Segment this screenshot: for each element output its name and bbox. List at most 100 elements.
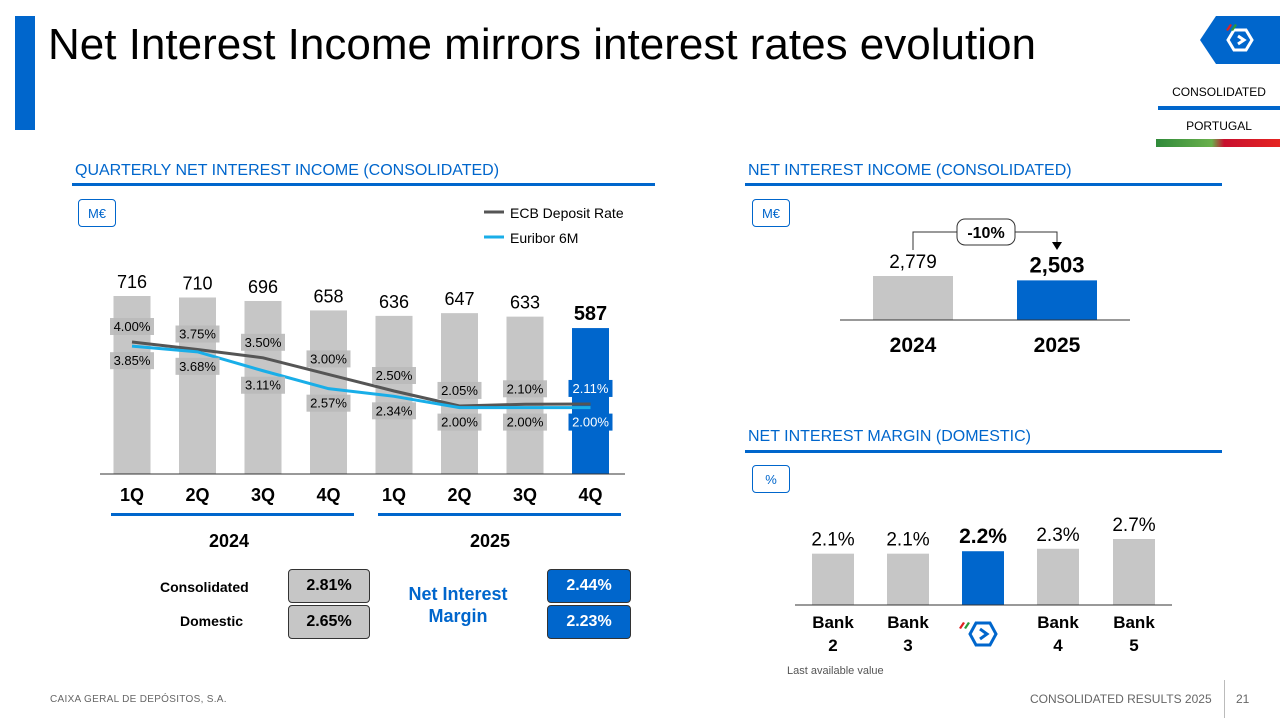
quarterly-value-label: 658 bbox=[313, 286, 343, 306]
quarterly-category-label: 4Q bbox=[316, 485, 340, 505]
svg-text:2.05%: 2.05% bbox=[441, 383, 478, 398]
unit-badge-margin: % bbox=[752, 465, 790, 493]
footer-company: CAIXA GERAL DE DEPÓSITOS, S.A. bbox=[50, 694, 227, 705]
accent-bar bbox=[15, 16, 35, 130]
svg-text:2.11%: 2.11% bbox=[573, 381, 609, 396]
svg-text:2.00%: 2.00% bbox=[441, 415, 478, 430]
svg-text:3.68%: 3.68% bbox=[179, 359, 216, 374]
ecb-rate-label: 3.00% bbox=[306, 350, 351, 368]
margin-bar bbox=[1037, 548, 1079, 605]
annual-bar bbox=[1017, 280, 1097, 320]
quarterly-value-label: 636 bbox=[379, 292, 409, 312]
svg-text:3.85%: 3.85% bbox=[114, 353, 151, 368]
quarterly-value-label: 633 bbox=[510, 293, 540, 313]
annual-category-label: 2024 bbox=[890, 334, 937, 357]
tag-consolidated[interactable]: CONSOLIDATED bbox=[1172, 85, 1266, 99]
ecb-rate-label: 2.11% bbox=[568, 379, 613, 397]
nim-consolidated-2024: 2.81% bbox=[288, 569, 370, 603]
svg-text:4.00%: 4.00% bbox=[114, 319, 151, 334]
quarterly-category-label: 4Q bbox=[578, 485, 602, 505]
annual-value-label: 2,503 bbox=[1029, 252, 1084, 277]
euribor-line bbox=[131, 344, 591, 410]
section-rule-margin bbox=[745, 450, 1222, 453]
euribor-label: 3.85% bbox=[110, 352, 154, 370]
tag-consolidated-underline bbox=[1158, 106, 1280, 110]
ecb-rate-line bbox=[131, 340, 591, 408]
euribor-label: 2.00% bbox=[503, 413, 547, 431]
margin-value-label: 2.1% bbox=[886, 530, 929, 551]
portugal-flag-strip bbox=[1156, 139, 1280, 147]
margin-category-label: Bank bbox=[887, 613, 929, 632]
svg-text:3.50%: 3.50% bbox=[245, 335, 282, 350]
ecb-rate-label: 3.50% bbox=[241, 333, 285, 351]
nim-consolidated-2025: 2.44% bbox=[547, 569, 631, 603]
unit-badge-quarterly: M€ bbox=[78, 199, 116, 227]
ecb-rate-label: 2.50% bbox=[372, 367, 416, 384]
quarterly-category-label: 1Q bbox=[382, 485, 406, 505]
svg-text:2.34%: 2.34% bbox=[376, 403, 413, 418]
footer-report: CONSOLIDATED RESULTS 2025 bbox=[1030, 692, 1212, 706]
cgd-logo-icon bbox=[1226, 24, 1254, 52]
tag-portugal[interactable]: PORTUGAL bbox=[1186, 119, 1252, 133]
margin-category-number: 2 bbox=[828, 636, 837, 655]
section-title-annual: NET INTEREST INCOME (CONSOLIDATED) bbox=[748, 162, 1072, 179]
annual-value-label: 2,779 bbox=[889, 252, 937, 273]
margin-note: Last available value bbox=[787, 665, 884, 677]
year-rule-2024 bbox=[111, 513, 354, 516]
section-title-quarterly: QUARTERLY NET INTEREST INCOME (CONSOLIDA… bbox=[75, 162, 500, 179]
quarterly-category-label: 2Q bbox=[447, 485, 471, 505]
quarterly-category-label: 3Q bbox=[251, 485, 275, 505]
quarterly-bar bbox=[310, 310, 347, 474]
change-badge bbox=[956, 218, 1016, 246]
margin-category-number: 3 bbox=[903, 636, 912, 655]
quarterly-bar bbox=[572, 328, 609, 474]
quarterly-value-label: 716 bbox=[117, 272, 147, 292]
legend: ECB Deposit Rate Euribor 6M bbox=[484, 205, 624, 246]
nim-domestic-2024: 2.65% bbox=[288, 605, 370, 639]
nim-domestic-2025: 2.23% bbox=[547, 605, 631, 639]
annual-bar bbox=[873, 276, 953, 320]
quarterly-value-label: 587 bbox=[574, 303, 607, 325]
unit-badge-annual: M€ bbox=[752, 199, 790, 227]
ecb-rate-label: 2.10% bbox=[503, 380, 547, 398]
svg-text:3.75%: 3.75% bbox=[179, 327, 216, 342]
euribor-label: 2.00% bbox=[437, 413, 482, 431]
quarterly-bar bbox=[179, 297, 216, 474]
margin-category-label: Bank bbox=[1113, 613, 1155, 632]
margin-value-label: 2.1% bbox=[811, 530, 854, 551]
cgd-logo bbox=[1200, 16, 1280, 64]
cgd-category-icon bbox=[968, 621, 998, 647]
margin-category-number: 5 bbox=[1129, 636, 1138, 655]
svg-text:3.11%: 3.11% bbox=[245, 378, 281, 393]
page-title: Net Interest Income mirrors interest rat… bbox=[48, 20, 1036, 69]
page-number: 21 bbox=[1236, 692, 1250, 706]
ecb-rate-label: 4.00% bbox=[110, 318, 154, 335]
svg-text:2.57%: 2.57% bbox=[310, 396, 347, 411]
margin-bar bbox=[812, 553, 854, 605]
euribor-label: 3.11% bbox=[241, 376, 285, 394]
margin-category-label: Bank bbox=[1037, 613, 1079, 632]
margin-bar bbox=[887, 553, 929, 605]
svg-text:2.00%: 2.00% bbox=[507, 415, 544, 430]
svg-text:2.50%: 2.50% bbox=[376, 368, 413, 383]
section-title-margin: NET INTEREST MARGIN (DOMESTIC) bbox=[748, 428, 1031, 445]
change-arrowhead bbox=[1052, 242, 1062, 250]
quarterly-chart: 716 710 696 658 636 647 633 587 4.00% 3.75% 3.50% 3… bbox=[100, 205, 625, 551]
cgd-category-logo bbox=[959, 621, 998, 647]
margin-bar bbox=[1113, 539, 1155, 605]
year-label-2024: 2024 bbox=[209, 531, 249, 551]
euribor-label: 2.34% bbox=[372, 402, 416, 420]
margin-value-label: 2.7% bbox=[1112, 515, 1155, 536]
margin-chart: 2.1% Bank 2 2.1% Bank 3 2.2% 2.3% Bank 4 2.7% Bank 5 bbox=[795, 515, 1172, 655]
change-label: -10% bbox=[967, 225, 1004, 242]
annual-chart: 2,779 2024 2,503 2025 -10% bbox=[840, 218, 1130, 357]
year-label-2025: 2025 bbox=[470, 531, 510, 551]
quarterly-value-label: 696 bbox=[248, 277, 278, 297]
margin-category-label: Bank bbox=[812, 613, 854, 632]
margin-value-label: 2.2% bbox=[959, 525, 1007, 548]
svg-text:3.00%: 3.00% bbox=[310, 351, 347, 366]
quarterly-value-label: 710 bbox=[182, 273, 212, 293]
margin-value-label: 2.3% bbox=[1036, 525, 1079, 546]
euribor-label: 2.00% bbox=[568, 413, 613, 431]
euribor-label: 3.68% bbox=[175, 357, 220, 375]
